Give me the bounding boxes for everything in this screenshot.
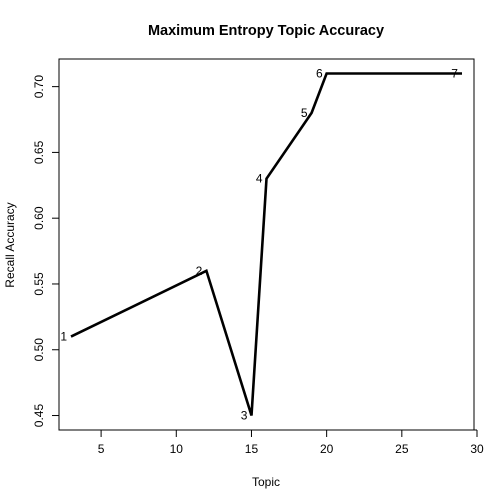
point-label: 5	[301, 106, 308, 120]
point-label: 1	[60, 330, 67, 344]
y-tick-label: 0.60	[32, 206, 46, 230]
y-tick-label: 0.45	[32, 404, 46, 428]
chart-title: Maximum Entropy Topic Accuracy	[148, 23, 384, 39]
x-tick-label: 30	[470, 442, 484, 456]
x-tick-label: 20	[320, 442, 334, 456]
y-tick-label: 0.70	[32, 75, 46, 99]
x-tick-label: 15	[245, 442, 259, 456]
y-axis-label: Recall Accuracy	[3, 202, 17, 287]
y-tick-label: 0.50	[32, 338, 46, 362]
y-tick-label: 0.55	[32, 272, 46, 296]
x-tick-label: 10	[170, 442, 184, 456]
point-labels: 1 2 3 4 5 6 7	[60, 66, 458, 422]
point-label: 6	[316, 66, 323, 80]
x-axis-label: Topic	[252, 475, 280, 489]
series-line	[70, 72, 462, 416]
y-tick-label: 0.65	[32, 140, 46, 164]
point-label: 7	[451, 66, 458, 80]
plot-frame	[58, 58, 475, 431]
point-label: 2	[196, 264, 203, 278]
point-label: 3	[241, 409, 248, 423]
x-axis: 5 10 15 20 25 30	[98, 429, 484, 456]
y-axis: 0.45 0.50 0.55 0.60 0.65 0.70	[32, 75, 60, 428]
x-tick-label: 25	[395, 442, 409, 456]
point-label: 4	[256, 172, 263, 186]
series-layer	[70, 72, 462, 416]
x-tick-label: 5	[98, 442, 105, 456]
